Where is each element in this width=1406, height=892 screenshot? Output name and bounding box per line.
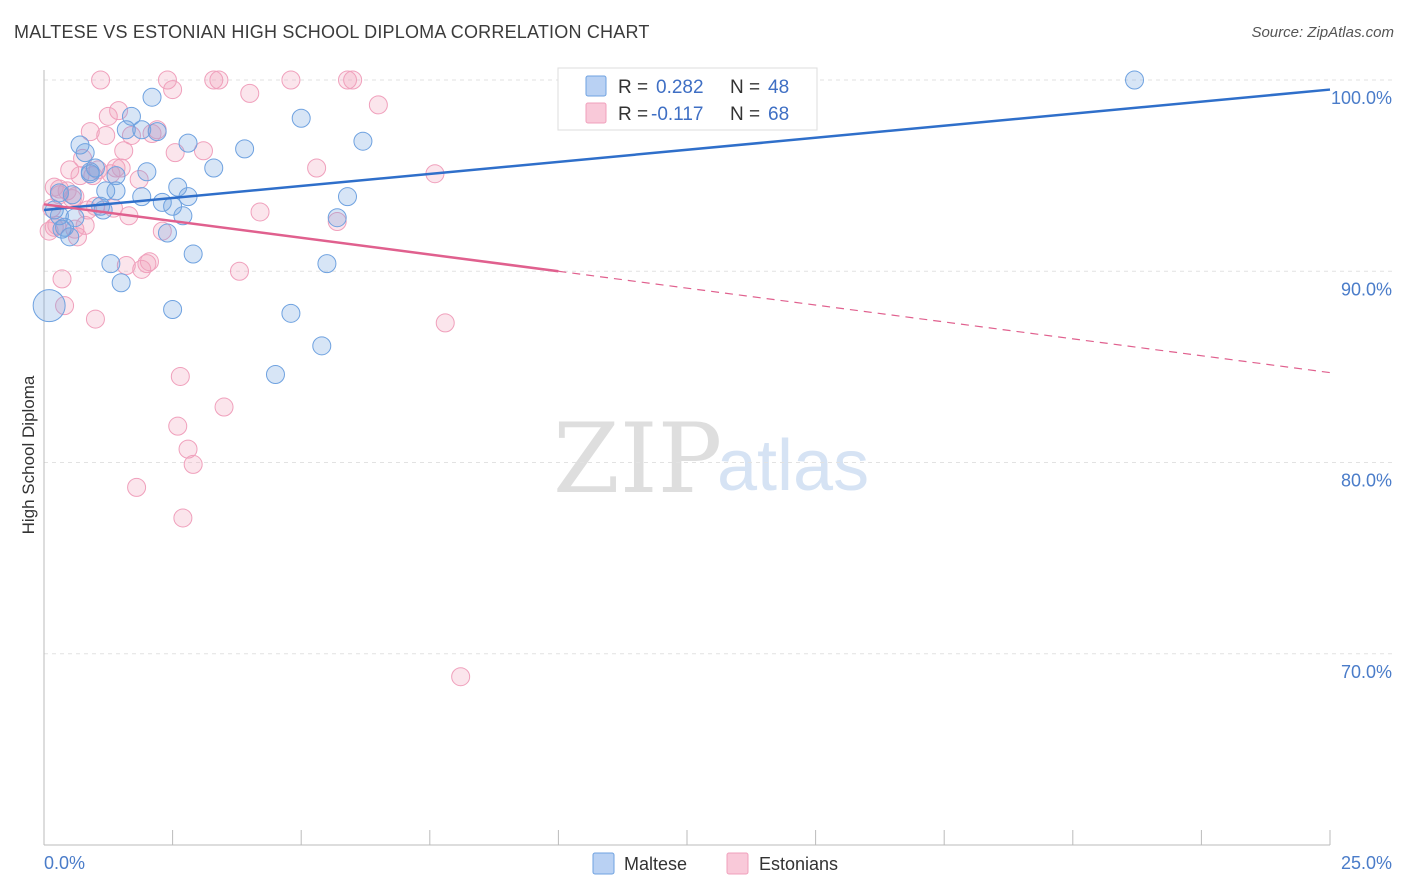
data-point-maltese: [158, 224, 176, 242]
x-ticks: [44, 830, 1330, 845]
data-point-maltese: [354, 132, 372, 150]
series-estonians: [40, 71, 470, 686]
data-point-estonians: [251, 203, 269, 221]
data-point-estonians: [241, 84, 259, 102]
data-point-estonians: [369, 96, 387, 114]
data-point-estonians: [174, 509, 192, 527]
data-point-estonians: [308, 159, 326, 177]
watermark-zip: ZIP: [553, 403, 722, 515]
grid-lines: [44, 80, 1392, 654]
trend-lines: [44, 90, 1330, 373]
data-point-maltese: [81, 163, 99, 181]
legend-n-estonians: 68: [768, 104, 789, 125]
data-point-maltese: [33, 290, 65, 322]
trend-line-estonians-extrapolated: [558, 271, 1330, 372]
data-point-maltese: [184, 245, 202, 263]
data-point-maltese: [236, 140, 254, 158]
data-point-estonians: [452, 668, 470, 686]
data-point-maltese: [138, 163, 156, 181]
data-point-maltese: [102, 255, 120, 273]
data-point-maltese: [164, 301, 182, 319]
data-point-estonians: [184, 455, 202, 473]
data-point-maltese: [313, 337, 331, 355]
legend-r-maltese: 0.282: [656, 77, 704, 98]
bottom-legend-swatch-estonians: [727, 853, 748, 874]
legend-n-maltese: 48: [768, 77, 789, 98]
data-point-estonians: [215, 398, 233, 416]
y-tick-labels: 100.0% 90.0% 80.0% 70.0%: [1331, 88, 1392, 682]
data-point-maltese: [112, 274, 130, 292]
bottom-legend-swatch-maltese: [593, 853, 614, 874]
y-tick-label: 70.0%: [1341, 662, 1392, 682]
y-axis-label: High School Diploma: [19, 375, 38, 534]
legend-r-label-estonians: R =: [618, 104, 648, 125]
legend-swatch-estonians: [586, 103, 606, 123]
legend-n-label-maltese: N =: [730, 77, 760, 98]
data-point-estonians: [210, 71, 228, 89]
data-point-estonians: [282, 71, 300, 89]
legend-n-label-estonians: N =: [730, 104, 760, 125]
data-point-estonians: [171, 367, 189, 385]
data-point-maltese: [328, 209, 346, 227]
data-point-maltese: [266, 366, 284, 384]
bottom-legend: Maltese Estonians: [593, 853, 838, 874]
y-tick-label: 80.0%: [1341, 471, 1392, 491]
data-point-maltese: [282, 304, 300, 322]
data-point-estonians: [169, 417, 187, 435]
legend-box: R = 0.282 N = 48 R = -0.117 N = 68: [558, 68, 817, 130]
watermark-atlas: atlas: [717, 426, 869, 506]
y-tick-label: 100.0%: [1331, 88, 1392, 108]
data-point-estonians: [97, 126, 115, 144]
legend-r-estonians: -0.117: [651, 104, 703, 125]
data-point-maltese: [338, 188, 356, 206]
data-point-maltese: [148, 123, 166, 141]
data-point-maltese: [63, 186, 81, 204]
data-point-estonians: [86, 310, 104, 328]
bottom-legend-label-maltese: Maltese: [624, 854, 687, 874]
data-point-estonians: [140, 253, 158, 271]
legend-r-label-maltese: R =: [618, 77, 648, 98]
bottom-legend-label-estonians: Estonians: [759, 854, 838, 874]
data-point-maltese: [107, 182, 125, 200]
data-point-maltese: [76, 144, 94, 162]
data-point-estonians: [230, 262, 248, 280]
x-tick-label-max: 25.0%: [1341, 853, 1392, 873]
data-point-estonians: [128, 478, 146, 496]
data-point-estonians: [344, 71, 362, 89]
data-point-estonians: [53, 270, 71, 288]
data-point-maltese: [318, 255, 336, 273]
data-point-maltese: [292, 109, 310, 127]
data-point-maltese: [179, 134, 197, 152]
data-point-estonians: [436, 314, 454, 332]
data-point-maltese: [143, 88, 161, 106]
data-point-maltese: [1126, 71, 1144, 89]
data-point-estonians: [92, 71, 110, 89]
scatter-chart: ZIP atlas 100.0% 90.0% 80.0% 70.0% 0.0% 25.…: [0, 0, 1406, 892]
data-point-estonians: [164, 81, 182, 99]
data-point-maltese: [205, 159, 223, 177]
x-tick-label-min: 0.0%: [44, 853, 85, 873]
y-tick-label: 90.0%: [1341, 279, 1392, 299]
legend-swatch-maltese: [586, 76, 606, 96]
data-point-maltese: [133, 188, 151, 206]
